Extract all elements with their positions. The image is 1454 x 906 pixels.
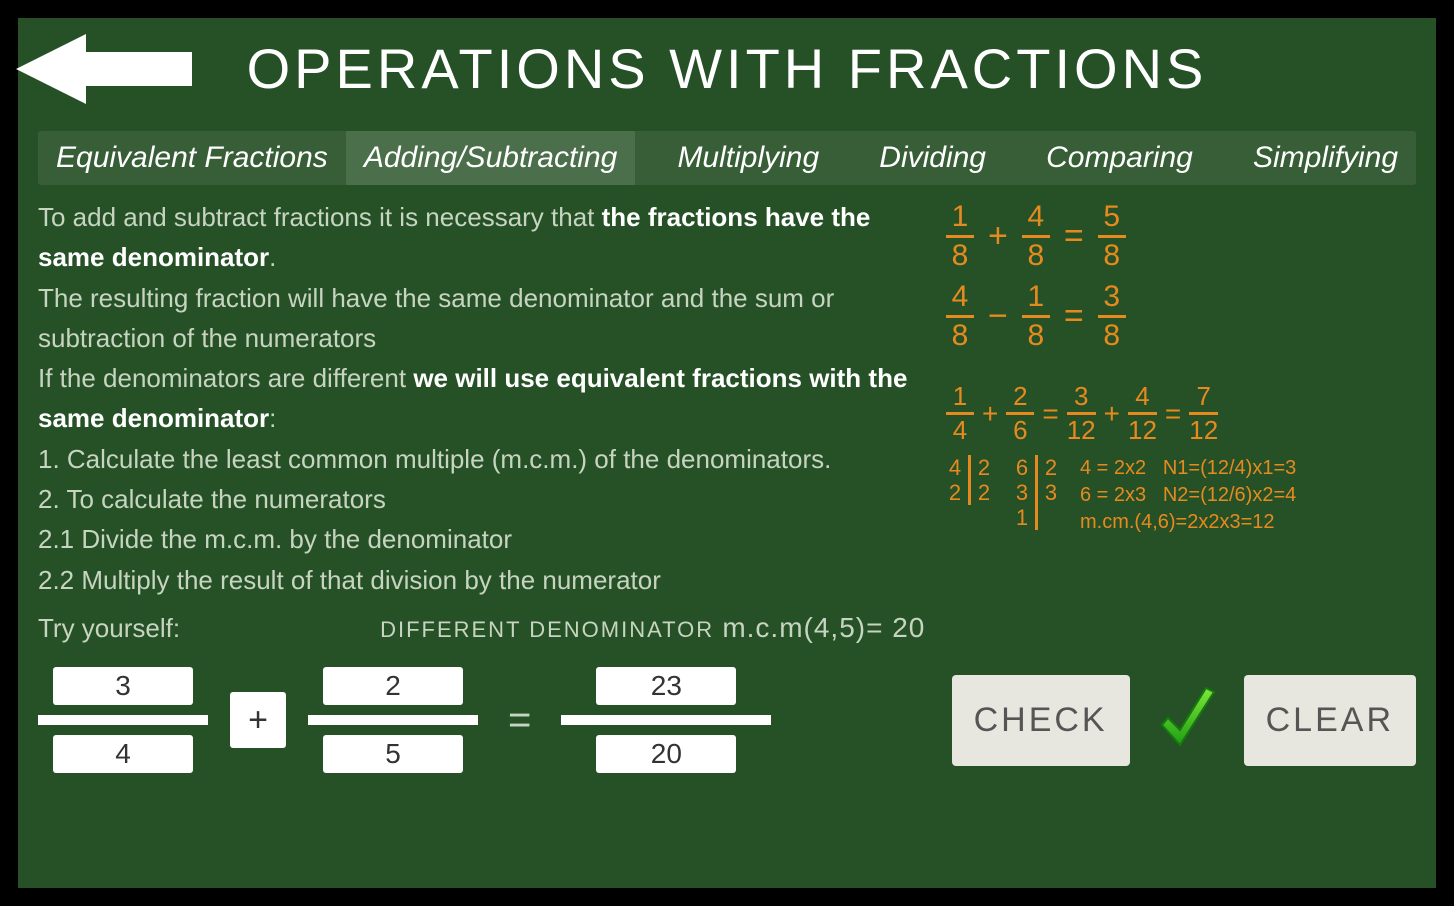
factor-table-4: 42 22 bbox=[946, 455, 993, 506]
denominator-input-a[interactable] bbox=[53, 735, 193, 773]
fraction-bar bbox=[308, 715, 478, 725]
denominator: 8 bbox=[1028, 240, 1045, 272]
mcm-result-text: 4 = 2x2 N1=(12/4)x1=3 6 = 2x3 N2=(12/6)x… bbox=[1080, 455, 1296, 536]
example-different-denominator: 1 4 + 2 6 = 3 12 + 4 12 = 7 12 bbox=[946, 383, 1416, 445]
example-addition: 1 8 + 4 8 = 5 8 bbox=[946, 201, 1416, 271]
tab-comparing[interactable]: Comparing bbox=[1028, 131, 1211, 185]
denominator: 8 bbox=[1028, 320, 1045, 352]
mcm-line: m.cm.(4,6)=2x2x3=12 bbox=[1080, 509, 1296, 536]
operator-plus: + bbox=[988, 217, 1008, 256]
tab-bar: Equivalent Fractions Adding/Subtracting … bbox=[38, 131, 1416, 185]
text: If the denominators are different bbox=[38, 363, 413, 393]
explanation-text: To add and subtract fractions it is nece… bbox=[38, 197, 946, 649]
numerator-input-result[interactable] bbox=[596, 667, 736, 705]
tab-simplifying[interactable]: Simplifying bbox=[1235, 131, 1416, 185]
denominator: 12 bbox=[1189, 417, 1218, 444]
numerator: 4 bbox=[952, 281, 969, 313]
text: To add and subtract fractions it is nece… bbox=[38, 202, 602, 232]
hint-text: DIFFERENT DENOMINATOR m.c.m(4,5)= 20 bbox=[380, 606, 925, 649]
equals-sign: = bbox=[1165, 398, 1181, 430]
mcm-line: N2=(12/6)x2=4 bbox=[1163, 484, 1296, 506]
numerator: 1 bbox=[1028, 281, 1045, 313]
mcm-line: 6 = 2x3 bbox=[1080, 484, 1146, 506]
numerator: 2 bbox=[1013, 383, 1027, 410]
denominator: 6 bbox=[1013, 417, 1027, 444]
text: The resulting fraction will have the sam… bbox=[38, 278, 934, 359]
operator-box: + bbox=[230, 692, 286, 748]
text: . bbox=[269, 242, 276, 272]
mcm-working: 42 22 631 23 4 = 2x2 N1=(12/4)x1=3 6 = 2… bbox=[946, 455, 1416, 536]
factor-cell: 2 bbox=[975, 455, 993, 480]
tab-adding-subtracting[interactable]: Adding/Subtracting bbox=[346, 131, 636, 185]
factor-cell: 1 bbox=[1013, 505, 1031, 530]
factor-table-6: 631 23 bbox=[1013, 455, 1060, 531]
denominator-input-result[interactable] bbox=[596, 735, 736, 773]
clear-button[interactable]: CLEAR bbox=[1244, 675, 1416, 766]
back-arrow-icon bbox=[16, 30, 196, 108]
equals-sign: = bbox=[1042, 398, 1058, 430]
back-arrow-button[interactable] bbox=[16, 30, 196, 108]
numerator: 4 bbox=[1135, 383, 1149, 410]
denominator: 8 bbox=[1103, 240, 1120, 272]
factor-cell: 2 bbox=[946, 480, 964, 505]
factor-cell: 4 bbox=[946, 455, 964, 480]
factor-cell: 3 bbox=[1042, 480, 1060, 505]
operator-minus: − bbox=[988, 297, 1008, 336]
numerator: 5 bbox=[1103, 201, 1120, 233]
numerator-input-a[interactable] bbox=[53, 667, 193, 705]
operator-plus: + bbox=[1104, 398, 1120, 430]
numerator: 7 bbox=[1197, 383, 1211, 410]
fraction-input-result bbox=[561, 667, 771, 773]
hint-label: DIFFERENT DENOMINATOR bbox=[380, 617, 714, 642]
tab-multiplying[interactable]: Multiplying bbox=[659, 131, 837, 185]
denominator: 12 bbox=[1067, 417, 1096, 444]
tab-dividing[interactable]: Dividing bbox=[861, 131, 1004, 185]
numerator: 1 bbox=[952, 201, 969, 233]
denominator: 8 bbox=[952, 320, 969, 352]
fraction-input-a bbox=[38, 667, 208, 773]
worked-examples: 18 + 48 = 58 48 − 18 = 38 14 + 26 = 312 bbox=[946, 197, 1416, 649]
factor-cell: 6 bbox=[1013, 455, 1031, 480]
numerator: 4 bbox=[1028, 201, 1045, 233]
step-2-1: 2.1 Divide the m.c.m. by the denominator bbox=[38, 519, 934, 559]
tab-equivalent-fractions[interactable]: Equivalent Fractions bbox=[38, 131, 346, 185]
denominator-input-b[interactable] bbox=[323, 735, 463, 773]
operator-plus: + bbox=[982, 398, 998, 430]
denominator: 8 bbox=[952, 240, 969, 272]
try-yourself-label: Try yourself: bbox=[38, 608, 180, 648]
factor-cell: 3 bbox=[1013, 480, 1031, 505]
equals-sign: = bbox=[1064, 297, 1084, 336]
example-subtraction: 4 8 − 1 8 = 3 8 bbox=[946, 281, 1416, 351]
numerator: 3 bbox=[1103, 281, 1120, 313]
mcm-line: 4 = 2x2 bbox=[1080, 457, 1146, 479]
step-1: 1. Calculate the least common multiple (… bbox=[38, 439, 934, 479]
fraction-bar bbox=[38, 715, 208, 725]
factor-cell: 2 bbox=[1042, 455, 1060, 480]
denominator: 8 bbox=[1103, 320, 1120, 352]
denominator: 4 bbox=[953, 417, 967, 444]
factor-cell: 2 bbox=[975, 480, 993, 505]
step-2: 2. To calculate the numerators bbox=[38, 479, 934, 519]
mcm-line: N1=(12/4)x1=3 bbox=[1163, 457, 1296, 479]
hint-value: m.c.m(4,5)= 20 bbox=[722, 612, 925, 643]
step-2-2: 2.2 Multiply the result of that division… bbox=[38, 560, 934, 600]
check-button[interactable]: CHECK bbox=[952, 675, 1130, 766]
exercise-row: + = CHECK CLEAR bbox=[38, 667, 1416, 773]
fraction-bar bbox=[561, 715, 771, 725]
numerator: 3 bbox=[1074, 383, 1088, 410]
fraction-input-b bbox=[308, 667, 478, 773]
page-title: OPERATIONS WITH FRACTIONS bbox=[38, 18, 1416, 101]
numerator-input-b[interactable] bbox=[323, 667, 463, 705]
text: : bbox=[269, 403, 276, 433]
equals-sign: = bbox=[500, 698, 539, 743]
equals-sign: = bbox=[1064, 217, 1084, 256]
numerator: 1 bbox=[953, 383, 967, 410]
correct-check-icon bbox=[1152, 680, 1222, 760]
denominator: 12 bbox=[1128, 417, 1157, 444]
chalkboard: OPERATIONS WITH FRACTIONS Equivalent Fra… bbox=[18, 18, 1436, 888]
